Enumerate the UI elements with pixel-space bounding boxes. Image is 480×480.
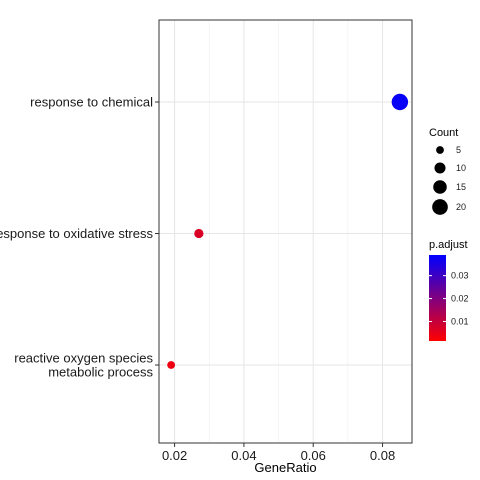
x-axis: 0.02 0.04 0.06 0.08 <box>162 443 395 463</box>
size-legend-key <box>433 180 447 194</box>
y-tick-label: response to oxidative stress <box>0 226 153 241</box>
size-legend-key <box>432 199 448 215</box>
data-point <box>167 361 176 369</box>
x-tick-label: 0.06 <box>301 448 326 463</box>
color-legend-bar <box>429 255 446 341</box>
data-points <box>167 93 409 369</box>
data-point <box>391 93 409 111</box>
x-tick-label: 0.02 <box>162 448 187 463</box>
color-legend-title: p.adjust <box>429 239 468 251</box>
color-legend-label: 0.03 <box>451 271 469 281</box>
color-legend-label: 0.01 <box>451 317 469 327</box>
color-legend-label: 0.02 <box>451 294 469 304</box>
x-tick-label: 0.08 <box>370 448 395 463</box>
x-axis-title: GeneRatio <box>254 460 316 475</box>
size-legend-key <box>434 162 446 174</box>
y-tick-label: metabolic process <box>48 365 153 380</box>
legend: Count 5 10 15 20 p.adjust 0.01 0.02 0.03 <box>429 127 469 341</box>
x-tick-label: 0.04 <box>231 448 256 463</box>
size-legend-title: Count <box>429 127 458 139</box>
size-legend-label: 15 <box>456 182 466 192</box>
y-tick-label: response to chemical <box>30 95 153 110</box>
size-legend-key <box>436 146 444 154</box>
size-legend-label: 20 <box>456 202 466 212</box>
size-legend-label: 5 <box>456 145 461 155</box>
y-tick-label: reactive oxygen species <box>14 351 153 366</box>
size-legend-label: 10 <box>456 163 466 173</box>
data-point <box>194 228 204 239</box>
panel-border <box>158 19 413 444</box>
y-axis: response to chemical response to oxidativ… <box>0 95 159 380</box>
